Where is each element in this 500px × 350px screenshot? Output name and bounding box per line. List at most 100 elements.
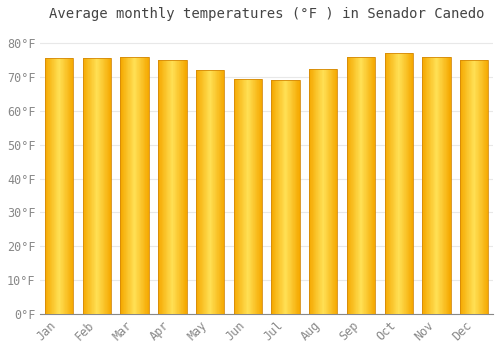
Bar	[160, 60, 161, 314]
Bar	[64, 58, 65, 314]
Bar	[357, 57, 358, 314]
Bar	[219, 70, 220, 314]
Bar	[196, 70, 224, 314]
Bar	[295, 80, 296, 314]
Bar	[352, 57, 353, 314]
Bar	[442, 57, 444, 314]
Bar	[445, 57, 446, 314]
Bar	[239, 79, 240, 314]
Bar	[297, 80, 298, 314]
Bar	[438, 57, 440, 314]
Bar	[448, 57, 449, 314]
Bar	[95, 58, 96, 314]
Title: Average monthly temperatures (°F ) in Senador Canedo: Average monthly temperatures (°F ) in Se…	[49, 7, 484, 21]
Bar	[427, 57, 428, 314]
Bar	[110, 58, 111, 314]
Bar	[97, 58, 98, 314]
Bar	[179, 60, 180, 314]
Bar	[446, 57, 447, 314]
Bar	[424, 57, 425, 314]
Bar	[277, 80, 278, 314]
Bar	[425, 57, 426, 314]
Bar	[142, 57, 143, 314]
Bar	[478, 60, 480, 314]
Bar	[122, 57, 124, 314]
Bar	[236, 79, 237, 314]
Bar	[316, 69, 317, 314]
Bar	[83, 58, 111, 314]
Bar	[210, 70, 211, 314]
Bar	[164, 60, 165, 314]
Bar	[260, 79, 261, 314]
Bar	[333, 69, 334, 314]
Bar	[470, 60, 471, 314]
Bar	[469, 60, 470, 314]
Bar	[325, 69, 326, 314]
Bar	[405, 53, 406, 314]
Bar	[426, 57, 427, 314]
Bar	[472, 60, 473, 314]
Bar	[181, 60, 182, 314]
Bar	[398, 53, 400, 314]
Bar	[238, 79, 239, 314]
Bar	[93, 58, 94, 314]
Bar	[61, 58, 62, 314]
Bar	[332, 69, 333, 314]
Bar	[248, 79, 249, 314]
Bar	[299, 80, 300, 314]
Bar	[347, 57, 348, 314]
Bar	[211, 70, 212, 314]
Bar	[175, 60, 176, 314]
Bar	[67, 58, 68, 314]
Bar	[435, 57, 436, 314]
Bar	[198, 70, 199, 314]
Bar	[354, 57, 355, 314]
Bar	[221, 70, 222, 314]
Bar	[130, 57, 131, 314]
Bar	[477, 60, 478, 314]
Bar	[317, 69, 318, 314]
Bar	[143, 57, 144, 314]
Bar	[407, 53, 408, 314]
Bar	[272, 80, 299, 314]
Bar	[252, 79, 253, 314]
Bar	[222, 70, 223, 314]
Bar	[88, 58, 89, 314]
Bar	[422, 57, 423, 314]
Bar	[473, 60, 474, 314]
Bar	[84, 58, 85, 314]
Bar	[410, 53, 411, 314]
Bar	[480, 60, 481, 314]
Bar	[213, 70, 214, 314]
Bar	[107, 58, 108, 314]
Bar	[422, 57, 450, 314]
Bar	[436, 57, 437, 314]
Bar	[177, 60, 178, 314]
Bar	[245, 79, 246, 314]
Bar	[89, 58, 90, 314]
Bar	[476, 60, 477, 314]
Bar	[310, 69, 311, 314]
Bar	[320, 69, 321, 314]
Bar	[141, 57, 142, 314]
Bar	[401, 53, 402, 314]
Bar	[364, 57, 365, 314]
Bar	[171, 60, 172, 314]
Bar	[85, 58, 86, 314]
Bar	[220, 70, 221, 314]
Bar	[475, 60, 476, 314]
Bar	[384, 53, 413, 314]
Bar	[237, 79, 238, 314]
Bar	[423, 57, 424, 314]
Bar	[322, 69, 324, 314]
Bar	[257, 79, 258, 314]
Bar	[280, 80, 281, 314]
Bar	[216, 70, 217, 314]
Bar	[374, 57, 375, 314]
Bar	[391, 53, 392, 314]
Bar	[390, 53, 391, 314]
Bar	[400, 53, 401, 314]
Bar	[437, 57, 438, 314]
Bar	[449, 57, 450, 314]
Bar	[272, 80, 273, 314]
